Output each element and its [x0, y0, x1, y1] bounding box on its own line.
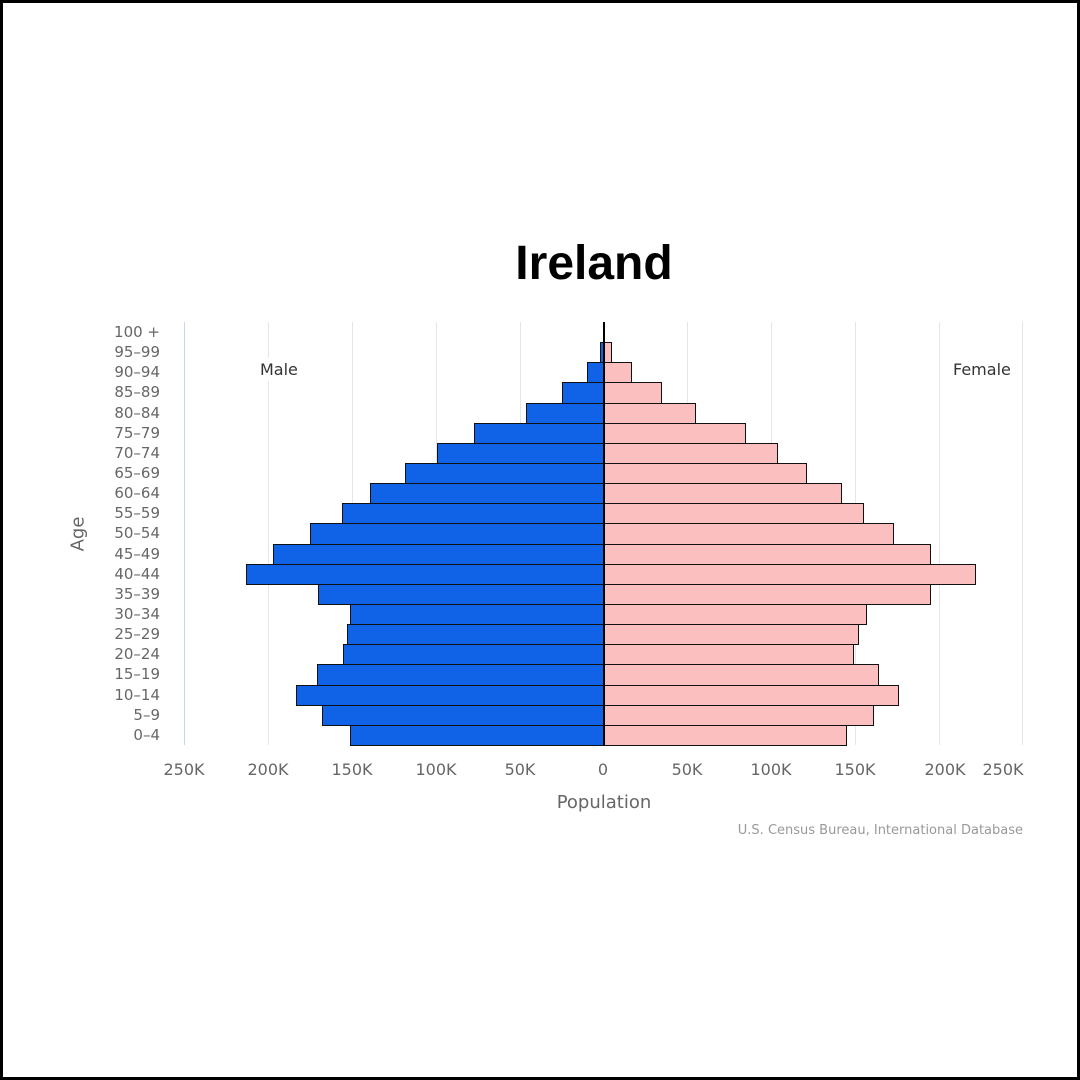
bar-male-80-84[interactable] [526, 402, 605, 424]
bar-male-65-69[interactable] [405, 463, 605, 485]
bar-female-75-79[interactable] [603, 422, 747, 444]
y-tick-label: 15–19 [114, 665, 160, 684]
bar-female-0-4[interactable] [603, 724, 847, 746]
y-tick-label: 95–99 [114, 343, 160, 362]
gridline [939, 322, 940, 745]
bar-female-55-59[interactable] [603, 503, 864, 525]
bar-female-90-94[interactable] [603, 362, 633, 384]
bar-male-70-74[interactable] [437, 442, 605, 464]
bar-female-50-54[interactable] [603, 523, 894, 545]
bar-male-30-34[interactable] [350, 604, 605, 626]
bar-female-85-89[interactable] [603, 382, 663, 404]
male-label: Male [258, 358, 300, 381]
x-tick-label: 200K [247, 760, 289, 779]
y-axis-line [184, 322, 185, 745]
bar-male-35-39[interactable] [318, 583, 605, 605]
gridline [1022, 322, 1023, 745]
y-tick-label: 60–64 [114, 484, 160, 503]
bar-male-85-89[interactable] [561, 382, 605, 404]
y-tick-label: 45–49 [114, 544, 160, 563]
y-tick-label: 85–89 [114, 383, 160, 402]
bar-female-40-44[interactable] [603, 563, 977, 585]
bar-female-15-19[interactable] [603, 664, 879, 686]
y-tick-label: 0–4 [133, 725, 160, 744]
bar-male-60-64[interactable] [370, 483, 605, 505]
x-tick-label: 100K [750, 760, 792, 779]
gridline [268, 322, 269, 745]
bar-male-75-79[interactable] [474, 422, 605, 444]
bar-female-25-29[interactable] [603, 624, 859, 646]
bar-female-95-99[interactable] [603, 342, 612, 364]
x-tick-label: 50K [671, 760, 703, 779]
y-tick-label: 30–34 [114, 605, 160, 623]
bar-male-5-9[interactable] [321, 704, 605, 726]
y-tick-label: 70–74 [114, 443, 160, 462]
y-tick-label: 40–44 [114, 564, 160, 583]
bar-male-10-14[interactable] [296, 684, 605, 706]
y-tick-label: 75–79 [114, 423, 160, 442]
chart-title: Ireland [515, 237, 673, 290]
female-label: Female [951, 358, 1013, 381]
bar-male-50-54[interactable] [309, 523, 605, 545]
bar-male-0-4[interactable] [350, 724, 605, 746]
bar-male-45-49[interactable] [272, 543, 605, 565]
bar-female-70-74[interactable] [603, 442, 778, 464]
y-tick-label: 90–94 [114, 363, 160, 382]
bar-male-90-94[interactable] [586, 362, 605, 384]
x-axis-title: Population [556, 792, 652, 813]
plot-area [184, 322, 1023, 746]
bar-female-35-39[interactable] [603, 583, 931, 605]
x-tick-label: 0 [597, 760, 609, 779]
y-tick-label: 100 + [114, 323, 160, 341]
y-tick-label: 55–59 [114, 504, 160, 523]
bar-female-30-34[interactable] [603, 604, 867, 626]
bar-female-60-64[interactable] [603, 483, 842, 505]
x-tick-label: 250K [163, 760, 205, 779]
bar-male-20-24[interactable] [343, 644, 605, 666]
bar-100plus[interactable] [602, 322, 605, 343]
y-tick-label: 10–14 [114, 685, 160, 704]
y-tick-label: 65–69 [114, 464, 160, 482]
credit-text: U.S. Census Bureau, International Databa… [737, 823, 1023, 838]
bar-male-25-29[interactable] [346, 624, 605, 646]
bar-female-65-69[interactable] [603, 463, 807, 485]
y-tick-label: 35–39 [114, 584, 160, 603]
x-tick-label: 250K [982, 760, 1024, 779]
bar-female-20-24[interactable] [603, 644, 854, 666]
y-tick-label: 25–29 [114, 625, 160, 644]
y-tick-label: 5–9 [133, 705, 160, 724]
y-tick-label: 80–84 [114, 403, 160, 422]
center-divider [603, 342, 605, 745]
x-tick-label: 200K [924, 760, 966, 779]
x-tick-label: 150K [834, 760, 876, 779]
y-axis-title: Age [67, 516, 89, 552]
bar-male-55-59[interactable] [341, 503, 605, 525]
x-tick-label: 150K [331, 760, 373, 779]
y-tick-label: 20–24 [114, 645, 160, 664]
bar-female-5-9[interactable] [603, 704, 874, 726]
x-tick-label: 100K [415, 760, 457, 779]
bar-female-10-14[interactable] [603, 684, 899, 706]
bar-female-80-84[interactable] [603, 402, 696, 424]
bar-female-45-49[interactable] [603, 543, 931, 565]
bar-male-40-44[interactable] [246, 563, 605, 585]
x-tick-label: 50K [504, 760, 536, 779]
bar-male-15-19[interactable] [316, 664, 605, 686]
y-tick-label: 50–54 [114, 524, 160, 543]
